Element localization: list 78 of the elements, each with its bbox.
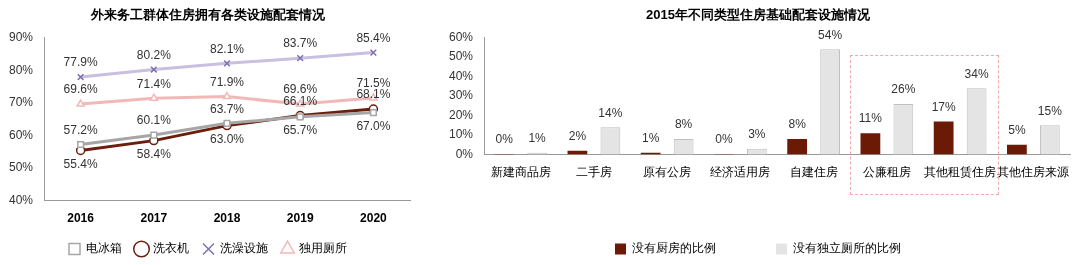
y-tick-label: 40%: [8, 192, 34, 207]
x-tick-label: 二手房: [575, 165, 612, 180]
data-label: 58.4%: [136, 146, 172, 161]
point: [223, 119, 231, 127]
data-label: 65.7%: [283, 123, 318, 138]
data-label: 3%: [748, 127, 766, 142]
legend-label: 洗衣机: [153, 241, 189, 256]
data-label: 8%: [674, 117, 693, 132]
chart-title: 外来务工群体住房拥有各类设施配套情况: [90, 7, 326, 23]
data-label: 2%: [568, 129, 587, 144]
x-tick-label: 2018: [213, 211, 241, 226]
data-label: 0%: [715, 132, 733, 147]
data-label: 34%: [964, 66, 989, 81]
data-label: 71.9%: [209, 74, 245, 89]
data-label: 0%: [495, 132, 514, 147]
x-tick-label: 其他租赁住房: [924, 165, 997, 180]
y-tick-label: 80%: [8, 62, 34, 77]
data-label: 63.0%: [209, 131, 245, 146]
point: [150, 131, 158, 139]
point: [76, 99, 85, 107]
data-label: 68.1%: [356, 87, 391, 102]
point: [222, 91, 232, 100]
data-label: 1%: [641, 130, 660, 145]
y-tick-label: 60%: [8, 127, 34, 142]
data-label: 63.7%: [209, 101, 245, 116]
data-label: 57.2%: [63, 122, 98, 137]
x-tick-label: 原有公房: [643, 165, 692, 180]
y-tick-label: 50%: [8, 160, 34, 175]
data-label: 1%: [528, 130, 547, 145]
point: [369, 109, 377, 117]
x-tick-label: 经济适用房: [710, 165, 771, 180]
bar: [1007, 144, 1027, 155]
legend-label: 没有厨房的比例: [632, 241, 716, 256]
data-label: 14%: [598, 105, 623, 120]
point: [77, 140, 85, 149]
x-tick-label: 新建商品房: [490, 165, 551, 180]
y-tick-label: 90%: [8, 29, 34, 44]
data-label: 15%: [1037, 103, 1063, 118]
x-tick-label: 自建住房: [789, 165, 838, 180]
legend-label: 没有独立厕所的比例: [793, 241, 901, 256]
x-tick-label: 2016: [67, 211, 95, 226]
y-tick-label: 0%: [455, 146, 474, 161]
data-label: 55.4%: [63, 156, 98, 171]
legend-label: 电冰箱: [86, 241, 122, 256]
y-tick-label: 20%: [448, 107, 474, 122]
x-tick-label: 2017: [140, 211, 168, 226]
data-label: 5%: [1008, 123, 1026, 138]
y-tick-label: 70%: [8, 95, 34, 110]
data-label: 54%: [818, 27, 843, 42]
y-tick-label: 40%: [448, 68, 474, 83]
bar: [933, 121, 954, 155]
data-label: 26%: [891, 82, 916, 97]
data-label: 11%: [858, 111, 883, 126]
data-label: 69.6%: [63, 82, 98, 97]
data-label: 82.1%: [209, 41, 245, 56]
data-label: 60.1%: [136, 113, 172, 128]
x-tick-label: 2019: [286, 211, 314, 226]
data-label: 71.4%: [136, 76, 172, 91]
point: [149, 93, 159, 101]
legend-label: 洗澡设施: [220, 241, 268, 256]
data-label: 83.7%: [283, 36, 318, 51]
data-label: 85.4%: [356, 30, 391, 45]
x-tick-label: 其他住房来源: [997, 165, 1070, 180]
chart-title: 2015年不同类型住房基础配套设施情况: [646, 7, 871, 23]
bar: [787, 139, 808, 155]
data-label: 77.9%: [63, 55, 98, 70]
bar: [860, 133, 881, 155]
y-tick-label: 50%: [448, 49, 474, 64]
y-tick-label: 10%: [448, 127, 474, 142]
data-label: 8%: [788, 117, 807, 132]
y-tick-label: 60%: [448, 29, 474, 44]
x-tick-label: 2020: [360, 211, 388, 226]
legend-label: 独用厕所: [299, 241, 347, 256]
x-tick-label: 公廉租房: [862, 165, 911, 180]
y-tick-label: 30%: [448, 88, 474, 103]
data-label: 17%: [931, 99, 956, 114]
data-label: 80.2%: [136, 47, 172, 62]
data-label: 67.0%: [356, 118, 391, 133]
